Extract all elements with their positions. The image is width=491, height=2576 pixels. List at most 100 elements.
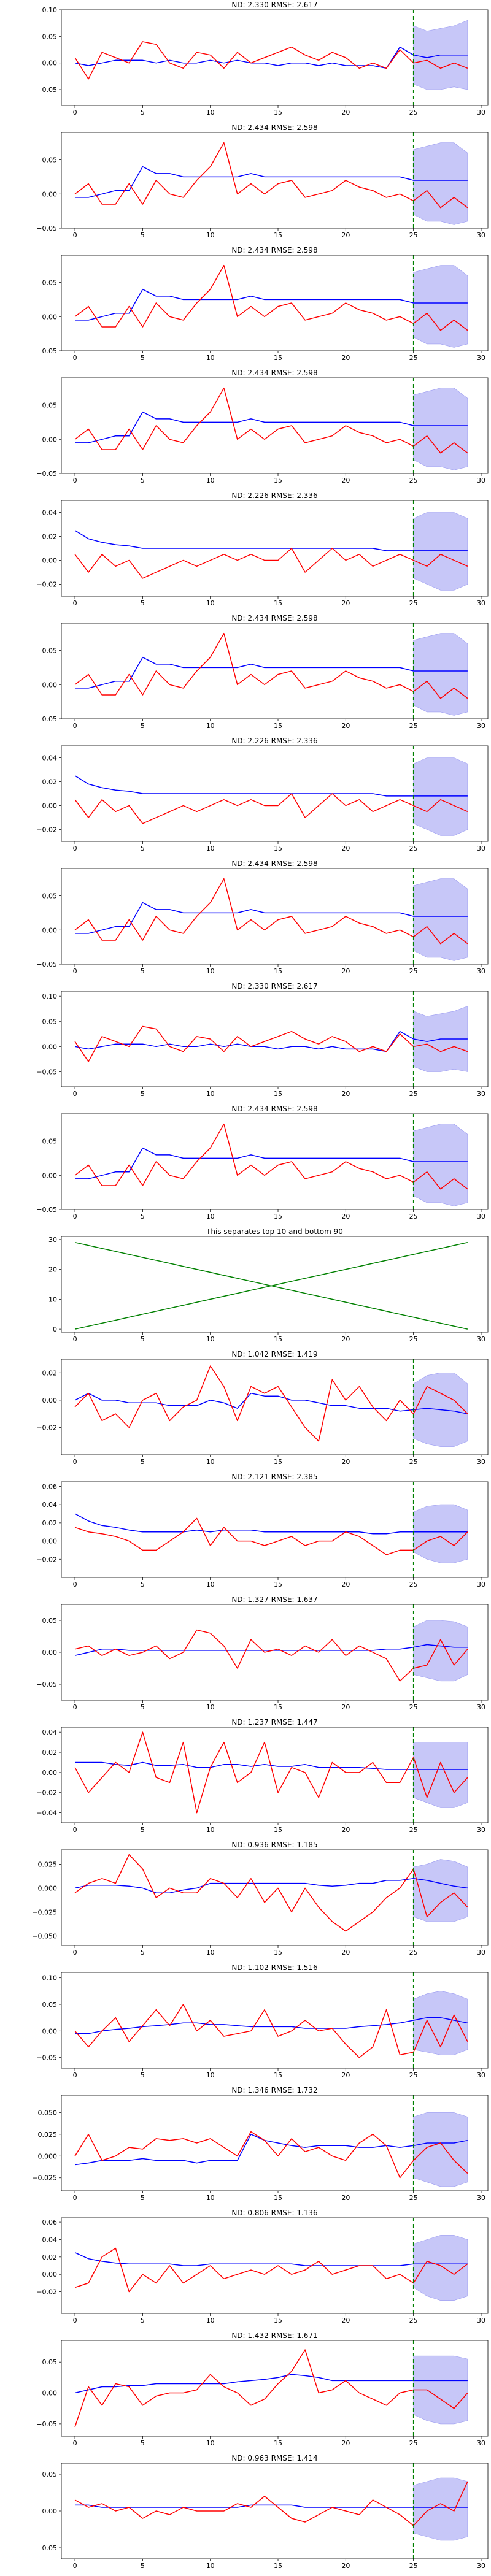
y-tick-label: 0.00 [42, 1043, 58, 1051]
y-tick-label: 0.06 [42, 2218, 58, 2226]
x-tick-label: 15 [274, 1703, 282, 1711]
x-tick-label: 5 [141, 967, 145, 975]
x-tick-label: 0 [73, 967, 77, 975]
x-tick-label: 25 [409, 354, 418, 362]
y-tick-label: 0 [53, 1325, 57, 1333]
confidence-band [413, 1990, 468, 2055]
predicted-line [75, 902, 468, 934]
x-tick-label: 20 [341, 2562, 350, 2570]
chart-panel-6: ND: 2.226 RMSE: 2.336 0 5 10 15 20 25 30 −0.02 0.… [36, 737, 489, 853]
x-tick-label: 15 [274, 1581, 282, 1589]
x-tick-label: 15 [274, 722, 282, 730]
x-tick-label: 5 [141, 1949, 145, 1957]
x-tick-label: 15 [274, 967, 282, 975]
chart-panel-14: ND: 1.237 RMSE: 1.447 0 5 10 15 20 25 30 −0.04 −0… [36, 1718, 489, 1834]
chart-panel-10: This separates top 10 and bottom 90 0 5 10 1… [48, 1227, 489, 1343]
x-tick-label: 20 [341, 845, 350, 853]
x-tick-label: 15 [274, 1458, 282, 1466]
confidence-band [413, 2355, 468, 2425]
x-tick-label: 30 [477, 722, 485, 730]
x-tick-label: 20 [341, 354, 350, 362]
chart-panel-12: ND: 2.121 RMSE: 2.385 0 5 10 15 20 25 30 −0.02 0.… [36, 1473, 489, 1589]
chart-title: ND: 2.121 RMSE: 2.385 [231, 1473, 317, 1481]
actual-line [74, 2481, 468, 2526]
predicted-line [74, 2374, 468, 2394]
y-tick-label: 0.00 [42, 681, 58, 689]
y-tick-label: 0.00 [42, 1171, 58, 1179]
x-tick-label: 25 [409, 231, 418, 239]
x-tick-label: 10 [206, 845, 215, 853]
x-tick-label: 25 [409, 1458, 418, 1466]
y-tick-label: 0.04 [42, 509, 58, 517]
y-tick-label: 0.00 [42, 926, 58, 934]
y-tick-label: −0.02 [36, 1789, 57, 1797]
x-tick-label: 20 [341, 109, 350, 117]
x-tick-label: 25 [409, 2439, 418, 2447]
x-tick-label: 5 [141, 2317, 145, 2325]
x-tick-label: 15 [274, 2439, 282, 2447]
predicted-line [75, 1147, 468, 1179]
y-tick-label: 0.05 [42, 279, 58, 287]
y-tick-label: 0.00 [42, 1649, 58, 1657]
actual-line [74, 2004, 468, 2058]
x-tick-label: 20 [341, 231, 350, 239]
x-tick-label: 5 [141, 1458, 145, 1466]
actual-line [74, 793, 468, 824]
predicted-line [74, 1644, 468, 1656]
actual-line [74, 2247, 468, 2293]
y-tick-label: 0.00 [42, 557, 58, 565]
x-tick-label: 30 [477, 1703, 485, 1711]
x-tick-label: 30 [477, 1335, 485, 1343]
x-tick-label: 10 [206, 231, 215, 239]
x-tick-label: 30 [477, 1458, 485, 1466]
x-tick-label: 10 [206, 1949, 215, 1957]
axes-frame [61, 377, 489, 474]
x-tick-label: 5 [141, 477, 145, 485]
x-tick-label: 0 [73, 599, 77, 607]
x-tick-label: 5 [141, 2071, 145, 2079]
y-tick-label: 0.00 [42, 435, 58, 443]
x-tick-label: 20 [341, 722, 350, 730]
axes-frame [61, 1359, 489, 1455]
axes-frame [61, 1727, 489, 1823]
y-tick-label: 0.02 [42, 2253, 58, 2261]
x-tick-label: 10 [206, 1703, 215, 1711]
x-tick-label: 5 [141, 599, 145, 607]
x-tick-label: 25 [409, 967, 418, 975]
x-tick-label: 20 [341, 1703, 350, 1711]
axes-frame [61, 1236, 489, 1333]
x-tick-label: 30 [477, 354, 485, 362]
y-tick-label: 0.04 [42, 754, 58, 762]
x-tick-label: 25 [409, 109, 418, 117]
y-tick-label: −0.05 [36, 2544, 57, 2552]
actual-line [74, 1123, 468, 1190]
x-tick-label: 20 [341, 2071, 350, 2079]
x-tick-label: 10 [206, 1458, 215, 1466]
y-tick-label: −0.02 [36, 2288, 57, 2296]
x-tick-label: 5 [141, 109, 145, 117]
y-tick-label: 0.05 [42, 156, 58, 164]
x-tick-label: 20 [341, 477, 350, 485]
confidence-band [413, 633, 468, 716]
predicted-line [75, 288, 468, 321]
x-tick-label: 5 [141, 1213, 145, 1221]
x-tick-label: 25 [409, 1335, 418, 1343]
y-tick-label: 0.05 [42, 2471, 58, 2478]
x-tick-label: 30 [477, 2071, 485, 2079]
x-tick-label: 30 [477, 1949, 485, 1957]
x-tick-label: 25 [409, 1826, 418, 1834]
chart-panel-7: ND: 2.434 RMSE: 2.598 0 5 10 15 20 25 30 −0.05 0.… [36, 859, 489, 975]
x-tick-label: 30 [477, 599, 485, 607]
actual-line [74, 2131, 468, 2179]
y-tick-label: 0.05 [42, 1617, 58, 1625]
axes-frame [61, 2340, 489, 2437]
x-tick-label: 0 [73, 1826, 77, 1834]
x-tick-label: 25 [409, 2194, 418, 2202]
confidence-band [413, 265, 468, 348]
x-tick-label: 15 [274, 2194, 282, 2202]
x-tick-label: 5 [141, 2194, 145, 2202]
predicted-line [74, 1030, 468, 1052]
confidence-band [413, 2477, 468, 2541]
y-tick-label: 0.05 [42, 2358, 58, 2366]
